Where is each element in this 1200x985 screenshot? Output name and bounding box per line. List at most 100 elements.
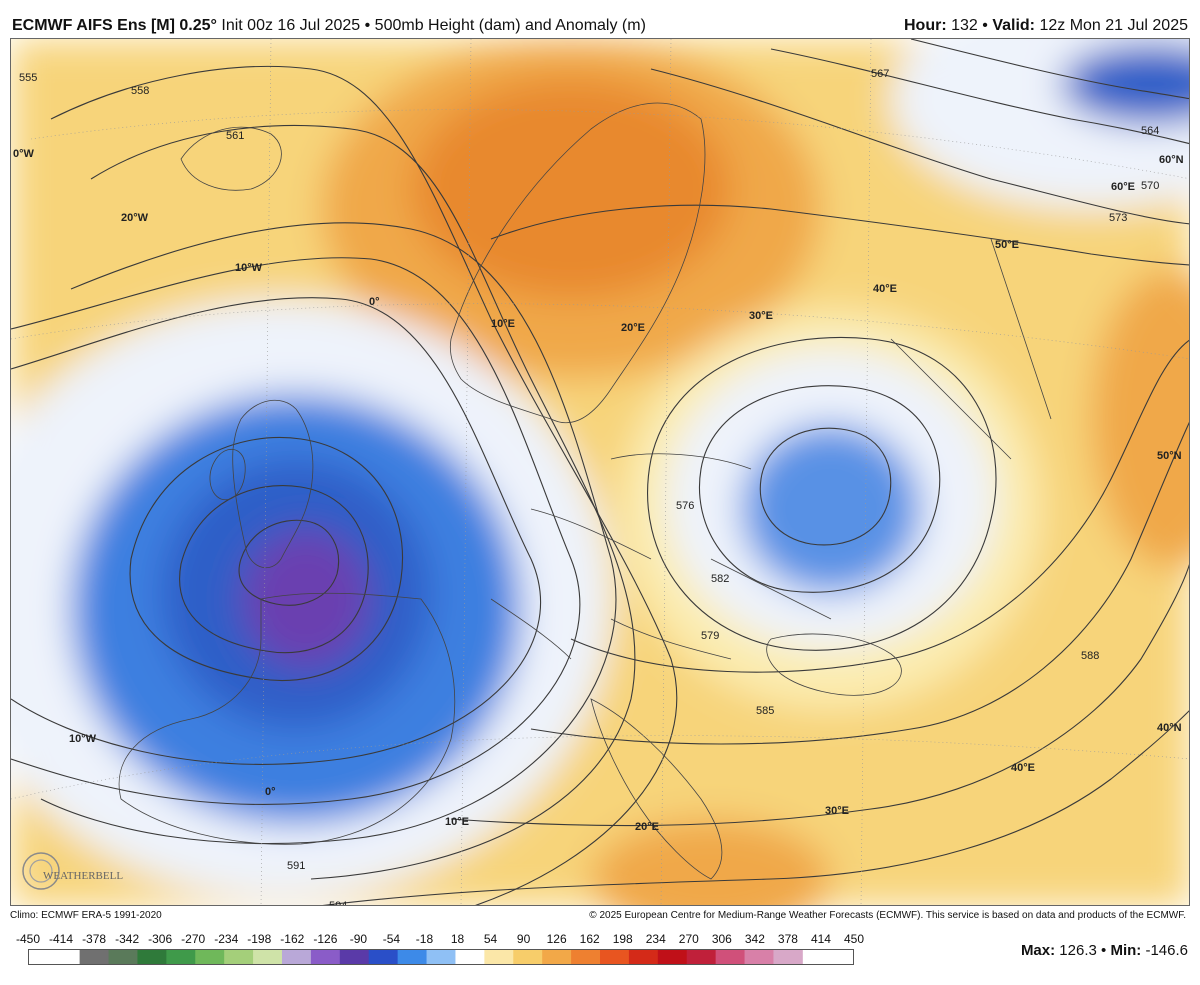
longitude-label: 50°E: [995, 239, 1019, 251]
contour-line: [759, 427, 892, 546]
colorbar-swatch: [744, 950, 774, 964]
colorbar-tick: 90: [516, 932, 531, 946]
contour-label: 570: [1141, 180, 1159, 192]
anomaly-high-scandinavia-core: [411, 79, 731, 299]
contour-line: [179, 485, 369, 654]
colorbar-swatch: [455, 950, 485, 964]
colorbar: [28, 949, 854, 965]
contour-line: [530, 421, 1189, 745]
longitude-label: 10°E: [491, 318, 515, 330]
iberia-france-outline: [118, 592, 456, 845]
anomaly-high-east: [1091, 269, 1189, 569]
longitude-label: 10°E: [445, 816, 469, 828]
model-name: ECMWF AIFS Ens [M] 0.25°: [12, 17, 217, 34]
colorbar-swatch: [773, 950, 803, 964]
colorbar-swatch: [108, 950, 138, 964]
colorbar-swatch: [571, 950, 601, 964]
contour-label: 567: [871, 68, 889, 80]
contour-label: 576: [676, 500, 694, 512]
colorbar-swatch: [657, 950, 688, 964]
lonlat-labels: 0°W 20°W 10°W 0° 10°E 20°E 30°E 40°E 50°E 60°E 10°…: [13, 148, 1184, 833]
colorbar-swatch: [397, 950, 427, 964]
bullet-sep: •: [364, 17, 371, 34]
longitude-label: 60°E: [1111, 181, 1135, 193]
longitude-label: 40°E: [873, 283, 897, 295]
credits: Climo: ECMWF ERA-5 1991-2020 © 2025 Euro…: [10, 910, 1190, 926]
colorbar-tick: 270: [678, 932, 699, 946]
hour-value: 132: [951, 17, 978, 34]
colorbar-tick: -342: [115, 932, 140, 946]
valid-label: Valid:: [992, 17, 1035, 34]
contour-line: [450, 564, 1189, 827]
colorbar-tick: 198: [612, 932, 633, 946]
coastlines: [118, 102, 1052, 880]
map-canvas: 555 558 561 564 567 570 573 576 579 582 585 588 591 5…: [11, 39, 1189, 906]
contour-label: 564: [1141, 125, 1159, 137]
field-stats: Max: 126.3 • Min: -146.6: [1021, 942, 1188, 959]
colorbar-tick: -54: [382, 932, 401, 946]
latitude-label: 50°N: [1157, 450, 1182, 462]
valid-value: 12z Mon 21 Jul 2025: [1039, 17, 1188, 34]
colorbar-swatch: [79, 950, 109, 964]
max-label: Max:: [1020, 942, 1056, 959]
ireland-outline: [209, 449, 246, 501]
min-value: -146.6: [1145, 942, 1188, 959]
colorbar-swatch: [686, 950, 717, 964]
latitude-label: 60°N: [1159, 154, 1184, 166]
colorbar-swatch: [310, 950, 341, 964]
weatherbell-logo: WEATHERBELL: [22, 852, 123, 890]
height-contours: [11, 39, 1189, 905]
contour-line: [129, 437, 403, 681]
contour-label: 594: [329, 900, 347, 906]
longitude-label: 40°E: [1011, 762, 1035, 774]
colorbar-swatch: [166, 950, 196, 964]
colorbar-tick: 18: [450, 932, 465, 946]
contour-label: 555: [19, 72, 37, 84]
longitude-label: 0°: [265, 786, 276, 798]
colorbar-tick: -126: [313, 932, 338, 946]
contour-line: [699, 385, 941, 593]
anomaly-low-northeast: [1061, 44, 1189, 124]
colorbar-tick: 378: [777, 932, 798, 946]
longitude-label: 20°W: [121, 212, 149, 224]
contour-label: 561: [226, 130, 244, 142]
contour-label: 573: [1109, 212, 1127, 224]
italy-outline: [590, 698, 723, 880]
map-panel: 555 558 561 564 567 570 573 576 579 582 585 588 591 5…: [10, 38, 1190, 906]
contour-line: [647, 336, 997, 651]
iceland-outline: [180, 126, 282, 191]
colorbar-tick: -378: [82, 932, 107, 946]
contour-label: 591: [287, 860, 305, 872]
colorbar-swatch: [628, 950, 659, 964]
latitude-label: 40°N: [1157, 722, 1182, 734]
colorbar-tick: 414: [810, 932, 831, 946]
longitude-label: 0°W: [13, 148, 35, 160]
colorbar-swatch: [253, 950, 283, 964]
logo-swirl: [22, 852, 60, 890]
anomaly-field: [11, 39, 1189, 905]
hour-label: Hour:: [903, 17, 947, 34]
colorbar-swatch: [195, 950, 225, 964]
colorbar-tick: 54: [483, 932, 498, 946]
colorbar-swatch: [600, 950, 630, 964]
colorbar-swatch: [339, 950, 370, 964]
colorbar-swatch: [484, 950, 514, 964]
scandinavia-outline: [449, 102, 706, 424]
colorbar-tick: -90: [349, 932, 368, 946]
contour-line: [570, 339, 1189, 673]
colorbar-tick: 450: [843, 932, 865, 946]
contour-label: 585: [756, 705, 774, 717]
contour-line: [238, 519, 339, 606]
contour-line: [11, 257, 581, 805]
country-borders: [490, 238, 1052, 660]
colorbar-tick: 342: [744, 932, 765, 946]
graticule: [11, 39, 1189, 905]
longitude-label: 10°W: [235, 262, 263, 274]
longitude-label: 0°: [369, 296, 380, 308]
colorbar-swatch: [281, 950, 312, 964]
colorbar-tick: 162: [579, 932, 600, 946]
contour-line: [490, 204, 1189, 266]
longitude-label: 10°W: [69, 733, 97, 745]
climo-note: Climo: ECMWF ERA-5 1991-2020: [10, 910, 162, 921]
colorbar-tick: 234: [645, 932, 666, 946]
